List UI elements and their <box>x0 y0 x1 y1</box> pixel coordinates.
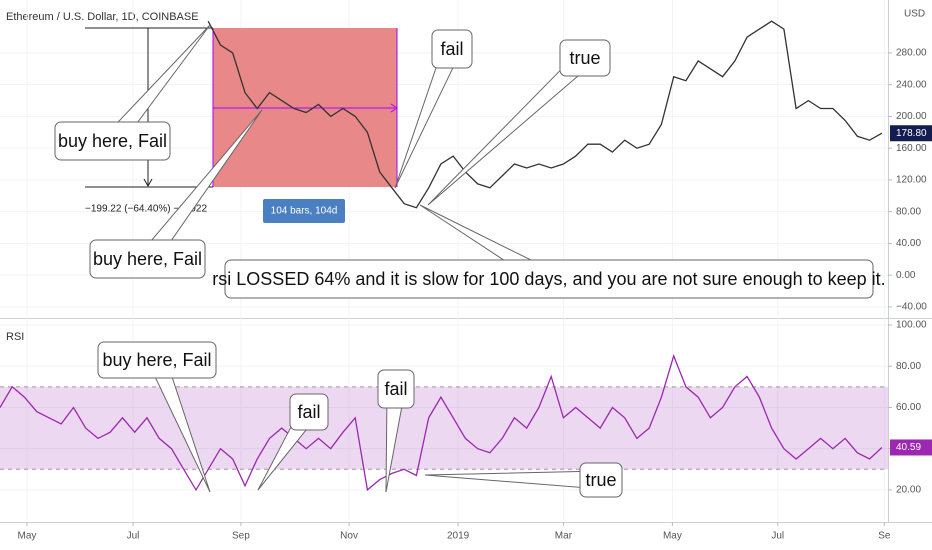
series-line <box>0 353 883 492</box>
callout-box <box>54 121 171 161</box>
y-tick-label: 80.00 <box>896 206 921 217</box>
y-tick-label: 120.00 <box>896 175 927 186</box>
callout-text: buy here, Fail <box>58 131 167 151</box>
y-tick-label: 80.00 <box>896 361 921 372</box>
annotations: buy here, Fail buy here, Fail fail true rsi … <box>54 24 886 498</box>
y-tick-label: 40.00 <box>896 238 921 249</box>
currency: USD <box>904 9 925 20</box>
callout-box <box>377 369 415 409</box>
callout-text: true <box>569 48 600 68</box>
callout-box <box>289 393 329 431</box>
last-value-badge <box>890 125 932 142</box>
x-tick-label: 2019 <box>447 531 470 542</box>
y-tick-label: 280.00 <box>896 48 927 59</box>
range-arrowhead <box>143 178 153 188</box>
callout-box <box>97 341 217 379</box>
y-tick-label: −40.00 <box>896 302 927 313</box>
range-label: 104 bars, 104d <box>271 206 338 217</box>
last-value-label: 40.59 <box>896 442 921 453</box>
callout-text: true <box>585 470 616 490</box>
callout-box <box>559 39 611 77</box>
pane-1: 20.0040.0060.0080.00100.00MayJulSepNov20… <box>0 318 932 542</box>
callout-text: rsi LOSSED 64% and it is slow for 100 da… <box>212 269 885 289</box>
x-tick-label: Jul <box>127 531 140 542</box>
rsi-band <box>0 386 888 470</box>
x-tick-label: Sep <box>232 531 250 542</box>
callout-text: buy here, Fail <box>102 350 211 370</box>
series-line <box>207 20 883 209</box>
callout-box <box>579 462 623 498</box>
x-tick-label: Mar <box>555 531 573 542</box>
y-tick-label: 160.00 <box>896 143 927 154</box>
callout-box <box>224 259 874 299</box>
callout-text: fail <box>297 402 320 422</box>
x-tick-label: Se <box>878 531 891 542</box>
x-tick-label: Nov <box>340 531 358 542</box>
callout-text: buy here, Fail <box>93 249 202 269</box>
x-tick-label: Jul <box>771 531 784 542</box>
y-tick-label: 20.00 <box>896 485 921 496</box>
y-tick-label: 60.00 <box>896 402 921 413</box>
y-tick-label: 100.00 <box>896 320 927 331</box>
callout-box <box>431 29 473 69</box>
x-tick-label: May <box>17 531 36 542</box>
range-badge <box>263 199 345 223</box>
callout-box <box>89 239 206 279</box>
y-tick-label: 0.00 <box>896 270 916 281</box>
header: Ethereum / U.S. Dollar, 1D, COINBASE <box>6 11 199 23</box>
y-tick-label: 200.00 <box>896 111 927 122</box>
change-label: −199.22 (−64.40%) −19922 <box>85 204 207 215</box>
rsi-title: RSI <box>6 331 24 343</box>
last-value-label: 178.80 <box>896 128 927 139</box>
callout-text: fail <box>384 379 407 399</box>
callout-text: fail <box>440 39 463 59</box>
y-tick-label: 240.00 <box>896 79 927 90</box>
last-value-badge <box>890 439 932 456</box>
x-tick-label: May <box>663 531 682 542</box>
